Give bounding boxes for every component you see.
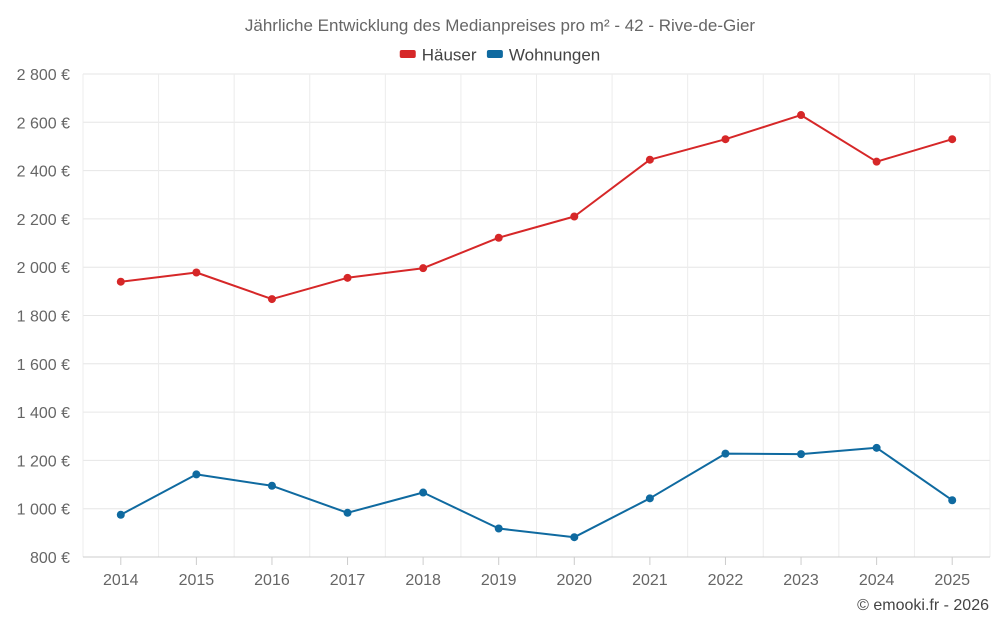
- legend-label-hauser: Häuser: [422, 45, 477, 64]
- data-point-wohnungen-2015: [192, 470, 201, 479]
- legend-item-hauser: Häuser: [399, 45, 477, 64]
- x-tick-label-2023: 2023: [783, 572, 819, 589]
- data-point-wohnungen-2021: [645, 494, 654, 503]
- data-point-hauser-2025: [948, 135, 957, 144]
- data-point-hauser-2014: [116, 277, 125, 286]
- data-point-hauser-2016: [267, 295, 276, 304]
- data-point-wohnungen-2024: [872, 443, 881, 452]
- data-point-wohnungen-2017: [343, 508, 352, 517]
- data-point-wohnungen-2016: [267, 481, 276, 490]
- y-axis: 800 € 1 000 € 1 200 € 1 400 € 1 600 € 1 800 €…: [17, 67, 70, 567]
- x-tick-label-2014: 2014: [103, 572, 139, 589]
- y-tick-label-1000: 1 000 €: [17, 502, 70, 519]
- data-point-wohnungen-2014: [116, 510, 125, 519]
- data-point-wohnungen-2020: [570, 533, 579, 542]
- series-wohnungen: [116, 443, 957, 542]
- data-point-hauser-2017: [343, 273, 352, 282]
- y-tick-label-2800: 2 800 €: [17, 67, 70, 84]
- y-tick-label-2200: 2 200 €: [17, 212, 70, 229]
- data-point-hauser-2023: [797, 111, 806, 120]
- y-tick-label-1800: 1 800 €: [17, 309, 70, 326]
- x-tick-label-2020: 2020: [556, 572, 592, 589]
- y-tick-label-2600: 2 600 €: [17, 115, 70, 132]
- chart-title: Jährliche Entwicklung des Medianpreises …: [245, 16, 756, 35]
- data-point-hauser-2020: [570, 212, 579, 221]
- y-tick-label-2400: 2 400 €: [17, 164, 70, 181]
- credit-text: © emooki.fr - 2026: [857, 597, 989, 614]
- legend-swatch-hauser: [399, 50, 416, 58]
- legend: Häuser Wohnungen: [399, 45, 600, 64]
- data-point-wohnungen-2025: [948, 496, 957, 505]
- data-point-hauser-2021: [645, 155, 654, 164]
- legend-item-wohnungen: Wohnungen: [486, 45, 600, 64]
- x-tick-label-2015: 2015: [179, 572, 215, 589]
- data-point-hauser-2024: [872, 157, 881, 166]
- data-point-wohnungen-2023: [797, 450, 806, 459]
- data-point-wohnungen-2018: [419, 488, 428, 497]
- series-hauser: [116, 111, 957, 304]
- y-tick-label-1400: 1 400 €: [17, 405, 70, 422]
- series-line-wohnungen: [120, 446, 953, 539]
- y-tick-label-800: 800 €: [30, 550, 70, 567]
- x-tick-label-2021: 2021: [632, 572, 668, 589]
- x-tick-label-2019: 2019: [481, 572, 517, 589]
- y-tick-label-1600: 1 600 €: [17, 357, 70, 374]
- x-tick-label-2018: 2018: [405, 572, 441, 589]
- data-point-hauser-2022: [721, 135, 730, 144]
- x-tick-label-2024: 2024: [859, 572, 895, 589]
- y-tick-label-1200: 1 200 €: [17, 453, 70, 470]
- legend-label-wohnungen: Wohnungen: [509, 45, 600, 64]
- x-tick-label-2016: 2016: [254, 572, 290, 589]
- x-axis: 2014 2015 2016 2017 2018 2019 2020 2021 2022 2023…: [83, 556, 990, 589]
- legend-swatch-wohnungen: [486, 50, 503, 58]
- data-point-hauser-2018: [419, 264, 428, 273]
- x-tick-label-2017: 2017: [330, 572, 366, 589]
- y-tick-label-2000: 2 000 €: [17, 260, 70, 277]
- grid: [82, 73, 991, 558]
- series-layer: [116, 111, 957, 542]
- data-point-hauser-2015: [192, 268, 201, 277]
- x-tick-label-2022: 2022: [708, 572, 744, 589]
- data-point-wohnungen-2019: [494, 524, 503, 533]
- data-point-hauser-2019: [494, 233, 503, 242]
- data-point-wohnungen-2022: [721, 449, 730, 458]
- x-tick-label-2025: 2025: [934, 572, 970, 589]
- series-line-hauser: [120, 114, 953, 301]
